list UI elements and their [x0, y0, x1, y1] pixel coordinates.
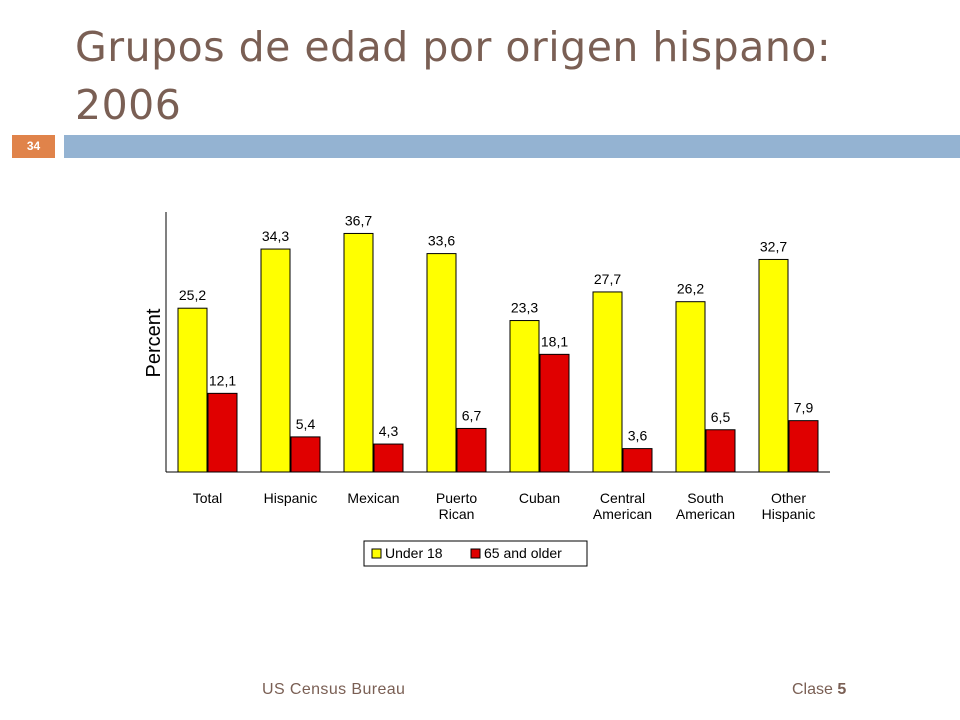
- category-label: American: [676, 506, 735, 522]
- data-label: 7,9: [794, 400, 814, 416]
- bar-under18: [592, 291, 623, 473]
- category-label: Rican: [439, 506, 475, 522]
- y-axis-label: Percent: [143, 308, 165, 377]
- data-label: 6,7: [462, 407, 482, 423]
- legend-swatch-older65: [470, 548, 481, 559]
- data-label: 36,7: [345, 212, 372, 228]
- bar-under18: [426, 253, 457, 473]
- bar-under18: [343, 232, 374, 473]
- footer-clase: Clase 5: [792, 681, 846, 699]
- data-label: 26,2: [677, 281, 704, 297]
- bar-older65: [207, 392, 238, 473]
- data-label: 25,2: [179, 287, 206, 303]
- legend-swatch-under18: [371, 548, 382, 559]
- category-label: Total: [193, 490, 223, 506]
- bar-under18: [675, 301, 706, 473]
- category-label: American: [593, 506, 652, 522]
- legend-label: Under 18: [385, 545, 443, 561]
- category-label: Mexican: [347, 490, 399, 506]
- category-label: Hispanic: [264, 490, 318, 506]
- bar-older65: [456, 427, 487, 473]
- data-label: 3,6: [628, 428, 648, 444]
- bar-under18: [177, 307, 208, 473]
- footer-clase-label: Clase: [792, 681, 833, 698]
- category-label: Central: [600, 490, 645, 506]
- data-label: 12,1: [209, 372, 236, 388]
- category-label: South: [687, 490, 724, 506]
- data-label: 18,1: [541, 333, 568, 349]
- bar-older65: [290, 436, 321, 473]
- data-label: 27,7: [594, 271, 621, 287]
- bar-under18: [509, 320, 540, 473]
- bar-older65: [373, 443, 404, 473]
- header-bar: [64, 135, 960, 158]
- bar-older65: [788, 420, 819, 473]
- data-label: 6,5: [711, 409, 731, 425]
- data-label: 23,3: [511, 300, 538, 316]
- footer-source: US Census Bureau: [262, 681, 406, 698]
- data-label: 33,6: [428, 233, 455, 249]
- bar-under18: [260, 248, 291, 473]
- slide-number: 34: [12, 135, 55, 158]
- data-label: 32,7: [760, 238, 787, 254]
- data-label: 4,3: [379, 423, 399, 439]
- category-label: Cuban: [519, 490, 560, 506]
- category-label: Hispanic: [762, 506, 816, 522]
- bar-older65: [705, 429, 736, 473]
- bar-older65: [539, 353, 570, 473]
- category-label: Other: [771, 490, 806, 506]
- legend-label: 65 and older: [484, 545, 562, 561]
- bar-older65: [622, 448, 653, 473]
- bar-under18: [758, 258, 789, 473]
- data-label: 34,3: [262, 228, 289, 244]
- category-label: Puerto: [436, 490, 477, 506]
- data-label: 5,4: [296, 416, 316, 432]
- slide-title: Grupos de edad por origen hispano: 2006: [75, 23, 832, 129]
- footer-clase-number: 5: [837, 681, 847, 698]
